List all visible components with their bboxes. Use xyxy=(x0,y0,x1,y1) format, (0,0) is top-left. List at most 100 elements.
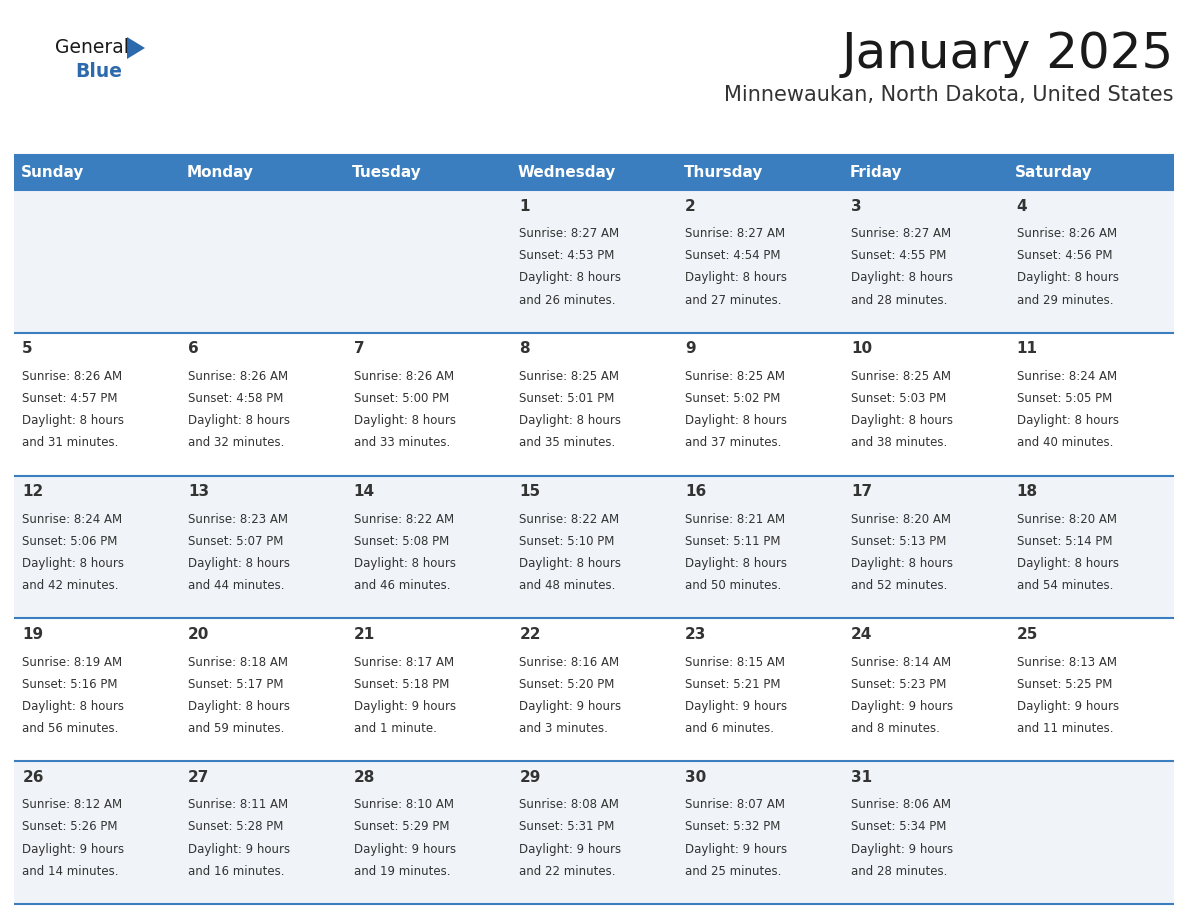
Bar xyxy=(842,476,1009,619)
Text: Sunset: 5:13 PM: Sunset: 5:13 PM xyxy=(851,535,946,548)
Bar xyxy=(14,476,179,619)
Text: and 56 minutes.: and 56 minutes. xyxy=(23,722,119,735)
Text: and 44 minutes.: and 44 minutes. xyxy=(188,579,284,592)
Text: and 16 minutes.: and 16 minutes. xyxy=(188,865,284,878)
Text: Sunset: 5:00 PM: Sunset: 5:00 PM xyxy=(354,392,449,405)
Text: Sunrise: 8:20 AM: Sunrise: 8:20 AM xyxy=(1017,513,1117,526)
Text: Thursday: Thursday xyxy=(683,165,763,180)
Text: Sunday: Sunday xyxy=(20,165,84,180)
Text: and 19 minutes.: and 19 minutes. xyxy=(354,865,450,878)
Text: 5: 5 xyxy=(23,341,33,356)
Text: and 8 minutes.: and 8 minutes. xyxy=(851,722,940,735)
Text: Daylight: 9 hours: Daylight: 9 hours xyxy=(354,700,456,712)
Text: Sunset: 5:31 PM: Sunset: 5:31 PM xyxy=(519,821,615,834)
Text: Daylight: 8 hours: Daylight: 8 hours xyxy=(23,414,125,427)
Text: Sunrise: 8:21 AM: Sunrise: 8:21 AM xyxy=(685,513,785,526)
Bar xyxy=(179,476,346,619)
Text: and 35 minutes.: and 35 minutes. xyxy=(519,436,615,449)
Text: Sunset: 5:16 PM: Sunset: 5:16 PM xyxy=(23,677,118,690)
Bar xyxy=(1009,476,1174,619)
Text: Daylight: 8 hours: Daylight: 8 hours xyxy=(188,414,290,427)
Text: 30: 30 xyxy=(685,770,707,785)
Text: Sunset: 5:29 PM: Sunset: 5:29 PM xyxy=(354,821,449,834)
Text: Sunset: 5:23 PM: Sunset: 5:23 PM xyxy=(851,677,946,690)
Bar xyxy=(346,476,511,619)
Bar xyxy=(511,190,677,333)
Bar xyxy=(842,190,1009,333)
Bar xyxy=(179,155,346,190)
Text: and 38 minutes.: and 38 minutes. xyxy=(851,436,947,449)
Text: Sunrise: 8:10 AM: Sunrise: 8:10 AM xyxy=(354,799,454,812)
Bar xyxy=(1009,619,1174,761)
Text: 17: 17 xyxy=(851,484,872,499)
Text: 21: 21 xyxy=(354,627,375,642)
Text: Sunrise: 8:27 AM: Sunrise: 8:27 AM xyxy=(851,227,950,241)
Text: Sunrise: 8:15 AM: Sunrise: 8:15 AM xyxy=(685,655,785,668)
Text: and 52 minutes.: and 52 minutes. xyxy=(851,579,947,592)
Text: 23: 23 xyxy=(685,627,707,642)
Text: Minnewaukan, North Dakota, United States: Minnewaukan, North Dakota, United States xyxy=(725,85,1174,105)
Text: 20: 20 xyxy=(188,627,209,642)
Text: 15: 15 xyxy=(519,484,541,499)
Text: Daylight: 8 hours: Daylight: 8 hours xyxy=(519,414,621,427)
Text: 13: 13 xyxy=(188,484,209,499)
Text: Sunset: 5:32 PM: Sunset: 5:32 PM xyxy=(685,821,781,834)
Text: Sunset: 4:56 PM: Sunset: 4:56 PM xyxy=(1017,250,1112,263)
Bar xyxy=(511,333,677,476)
Text: 7: 7 xyxy=(354,341,365,356)
Text: and 54 minutes.: and 54 minutes. xyxy=(1017,579,1113,592)
Text: Sunrise: 8:22 AM: Sunrise: 8:22 AM xyxy=(519,513,620,526)
Text: Saturday: Saturday xyxy=(1015,165,1093,180)
Text: Daylight: 8 hours: Daylight: 8 hours xyxy=(1017,414,1119,427)
Text: Daylight: 8 hours: Daylight: 8 hours xyxy=(23,557,125,570)
Bar xyxy=(677,190,842,333)
Text: Daylight: 9 hours: Daylight: 9 hours xyxy=(685,843,788,856)
Text: Daylight: 8 hours: Daylight: 8 hours xyxy=(23,700,125,712)
Text: and 59 minutes.: and 59 minutes. xyxy=(188,722,284,735)
Text: Daylight: 9 hours: Daylight: 9 hours xyxy=(188,843,290,856)
Bar xyxy=(677,761,842,904)
Text: Sunset: 5:11 PM: Sunset: 5:11 PM xyxy=(685,535,781,548)
Text: and 25 minutes.: and 25 minutes. xyxy=(685,865,782,878)
Text: 31: 31 xyxy=(851,770,872,785)
Text: and 3 minutes.: and 3 minutes. xyxy=(519,722,608,735)
Text: and 46 minutes.: and 46 minutes. xyxy=(354,579,450,592)
Text: Sunset: 5:08 PM: Sunset: 5:08 PM xyxy=(354,535,449,548)
Text: Sunrise: 8:13 AM: Sunrise: 8:13 AM xyxy=(1017,655,1117,668)
Text: and 28 minutes.: and 28 minutes. xyxy=(851,865,947,878)
Text: Sunrise: 8:26 AM: Sunrise: 8:26 AM xyxy=(23,370,122,383)
Text: Sunset: 5:05 PM: Sunset: 5:05 PM xyxy=(1017,392,1112,405)
Text: Sunset: 5:18 PM: Sunset: 5:18 PM xyxy=(354,677,449,690)
Text: Daylight: 9 hours: Daylight: 9 hours xyxy=(851,843,953,856)
Text: and 42 minutes.: and 42 minutes. xyxy=(23,579,119,592)
Text: Daylight: 9 hours: Daylight: 9 hours xyxy=(519,843,621,856)
Text: Sunset: 5:10 PM: Sunset: 5:10 PM xyxy=(519,535,615,548)
Text: Sunset: 5:28 PM: Sunset: 5:28 PM xyxy=(188,821,284,834)
Text: and 31 minutes.: and 31 minutes. xyxy=(23,436,119,449)
Bar xyxy=(346,761,511,904)
Text: Sunset: 4:53 PM: Sunset: 4:53 PM xyxy=(519,250,615,263)
Text: 4: 4 xyxy=(1017,198,1028,214)
Text: Sunset: 5:02 PM: Sunset: 5:02 PM xyxy=(685,392,781,405)
Bar xyxy=(14,619,179,761)
Text: Daylight: 9 hours: Daylight: 9 hours xyxy=(1017,700,1119,712)
Text: Sunrise: 8:25 AM: Sunrise: 8:25 AM xyxy=(685,370,785,383)
Text: and 48 minutes.: and 48 minutes. xyxy=(519,579,615,592)
Text: Sunrise: 8:18 AM: Sunrise: 8:18 AM xyxy=(188,655,287,668)
Text: Sunrise: 8:24 AM: Sunrise: 8:24 AM xyxy=(1017,370,1117,383)
Text: Sunset: 4:57 PM: Sunset: 4:57 PM xyxy=(23,392,118,405)
Text: 22: 22 xyxy=(519,627,541,642)
Text: Sunset: 5:07 PM: Sunset: 5:07 PM xyxy=(188,535,284,548)
Text: Sunrise: 8:25 AM: Sunrise: 8:25 AM xyxy=(851,370,950,383)
Text: Sunset: 5:17 PM: Sunset: 5:17 PM xyxy=(188,677,284,690)
Text: 1: 1 xyxy=(519,198,530,214)
Bar xyxy=(179,190,346,333)
Text: Sunset: 4:54 PM: Sunset: 4:54 PM xyxy=(685,250,781,263)
Text: and 26 minutes.: and 26 minutes. xyxy=(519,294,615,307)
Text: Sunset: 5:14 PM: Sunset: 5:14 PM xyxy=(1017,535,1112,548)
Text: Sunrise: 8:26 AM: Sunrise: 8:26 AM xyxy=(354,370,454,383)
Text: Daylight: 9 hours: Daylight: 9 hours xyxy=(685,700,788,712)
Text: Sunrise: 8:14 AM: Sunrise: 8:14 AM xyxy=(851,655,950,668)
Bar xyxy=(346,333,511,476)
Text: and 33 minutes.: and 33 minutes. xyxy=(354,436,450,449)
